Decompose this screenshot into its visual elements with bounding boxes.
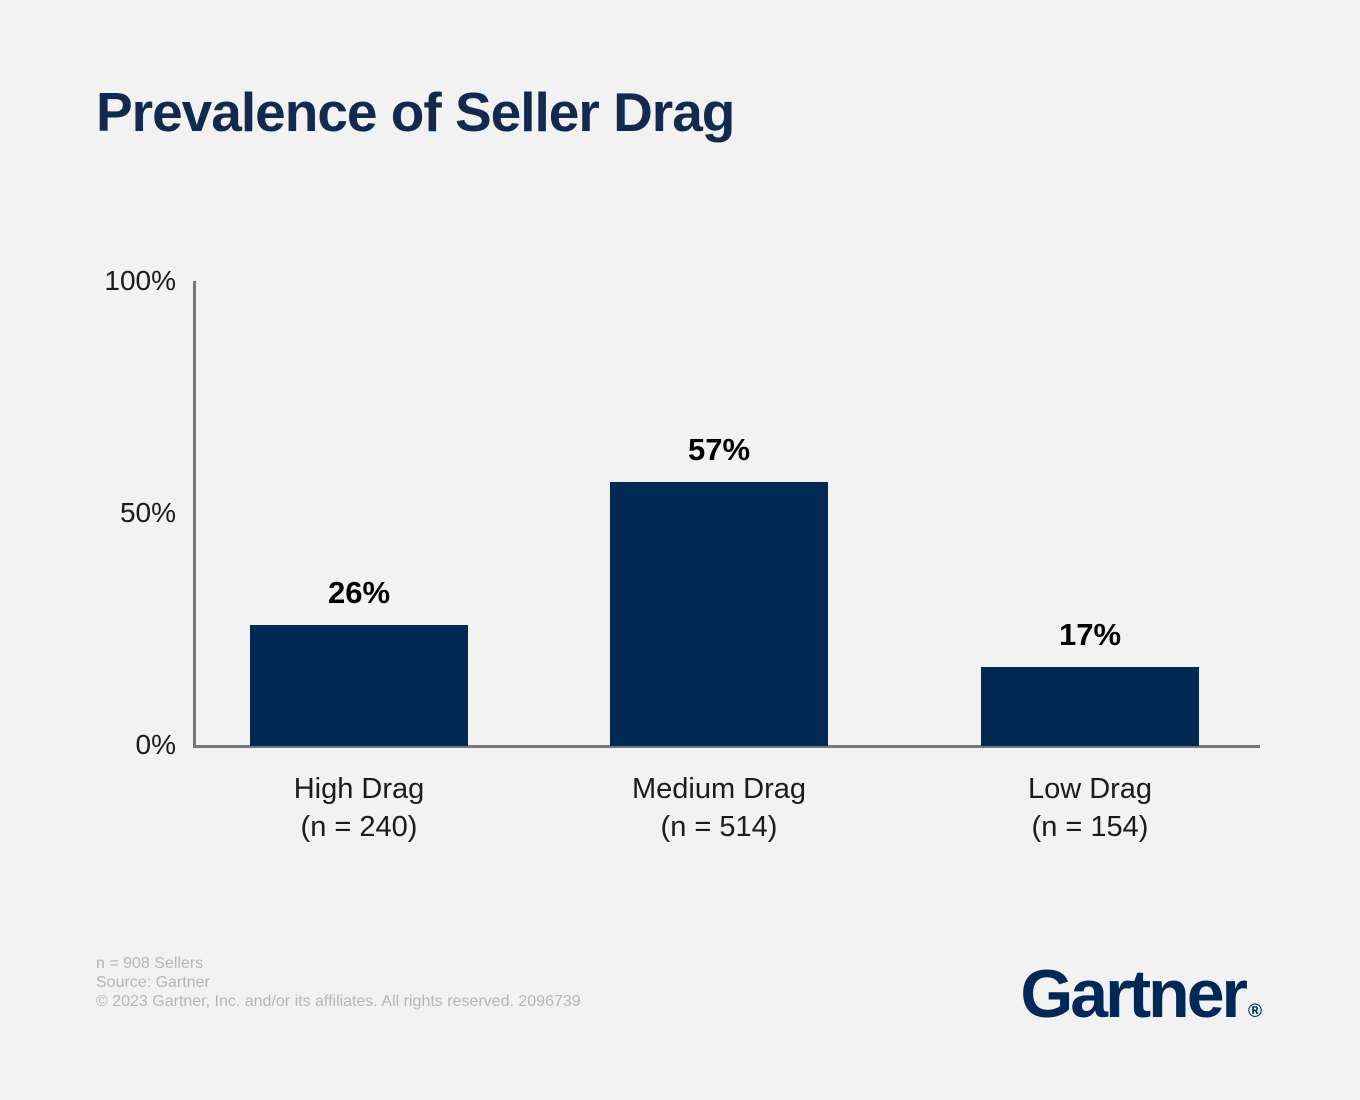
gartner-wordmark: Gartner xyxy=(1020,956,1248,1032)
bar-medium-drag xyxy=(610,482,828,746)
value-label-high-drag: 26% xyxy=(327,575,391,610)
footnote: n = 908 Sellers Source: Gartner © 2023 G… xyxy=(96,954,581,1011)
y-axis-line xyxy=(193,281,196,748)
value-label-low-drag: 17% xyxy=(1058,617,1122,652)
ytick-label-50: 50% xyxy=(119,497,176,528)
footnote-sample-size: n = 908 Sellers xyxy=(96,955,204,972)
registered-trademark-icon: ® xyxy=(1248,1001,1262,1022)
bar-group-high-drag: 26% High Drag (n = 240) xyxy=(250,575,468,843)
x-axis-line xyxy=(193,745,1260,748)
gartner-logo: Gartner ® xyxy=(1020,960,1262,1028)
category-name-medium-drag: Medium Drag xyxy=(631,773,807,805)
bar-high-drag xyxy=(250,625,468,746)
category-label-high-drag: High Drag (n = 240) xyxy=(179,746,539,846)
bar-group-medium-drag: 57% Medium Drag (n = 514) xyxy=(610,432,828,843)
category-label-medium-drag: Medium Drag (n = 514) xyxy=(539,746,899,846)
category-name-low-drag: Low Drag xyxy=(1027,773,1153,805)
footnote-source: Source: Gartner xyxy=(96,974,210,991)
ytick-label-0: 0% xyxy=(135,729,176,760)
footnote-copyright: © 2023 Gartner, Inc. and/or its affiliat… xyxy=(96,993,581,1010)
ytick-label-100: 100% xyxy=(104,265,176,296)
category-name-high-drag: High Drag xyxy=(293,773,425,805)
category-count-low-drag: (n = 154) xyxy=(1031,811,1149,843)
value-label-medium-drag: 57% xyxy=(687,432,751,467)
chart-title: Prevalence of Seller Drag xyxy=(96,81,735,143)
bar-low-drag xyxy=(981,667,1199,746)
bar-group-low-drag: 17% Low Drag (n = 154) xyxy=(981,617,1199,843)
category-count-medium-drag: (n = 514) xyxy=(660,811,778,843)
category-label-low-drag: Low Drag (n = 154) xyxy=(910,746,1270,846)
category-count-high-drag: (n = 240) xyxy=(300,811,418,843)
